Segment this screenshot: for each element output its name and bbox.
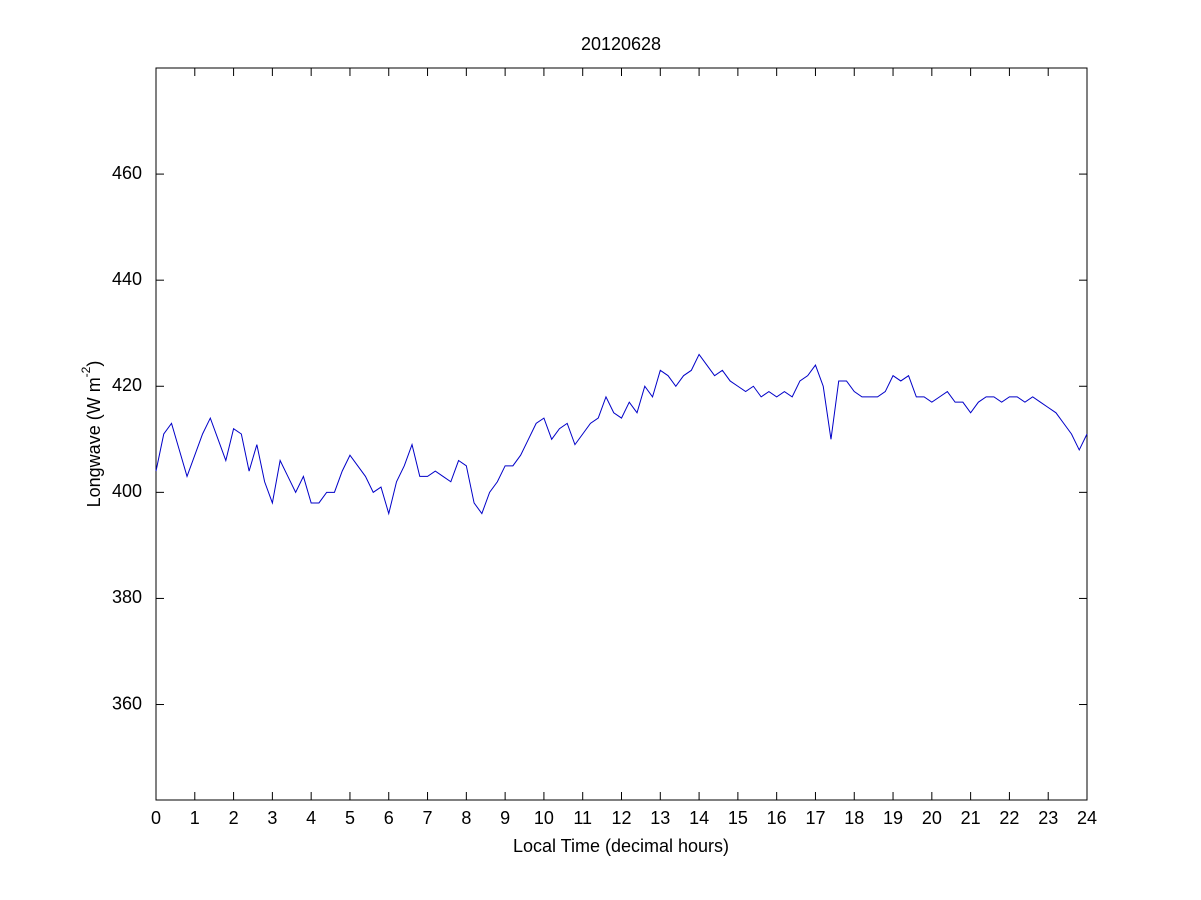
x-tick-label: 13: [650, 808, 670, 828]
x-tick-label: 5: [345, 808, 355, 828]
x-tick-label: 18: [844, 808, 864, 828]
x-tick-label: 11: [573, 808, 592, 828]
chart-title: 20120628: [581, 34, 661, 54]
x-tick-label: 1: [190, 808, 200, 828]
y-tick-label: 460: [112, 163, 142, 183]
x-tick-label: 3: [267, 808, 277, 828]
x-tick-label: 19: [883, 808, 903, 828]
y-tick-label: 440: [112, 269, 142, 289]
x-tick-label: 21: [961, 808, 981, 828]
y-tick-label: 360: [112, 693, 142, 713]
x-tick-label: 16: [767, 808, 787, 828]
x-tick-label: 17: [805, 808, 825, 828]
x-axis-label: Local Time (decimal hours): [513, 836, 729, 856]
x-tick-label: 12: [611, 808, 631, 828]
x-tick-label: 10: [534, 808, 554, 828]
x-tick-label: 22: [999, 808, 1019, 828]
x-tick-label: 24: [1077, 808, 1097, 828]
x-tick-label: 2: [229, 808, 239, 828]
x-tick-label: 6: [384, 808, 394, 828]
y-axis-label: Longwave (W m-2): [79, 361, 104, 508]
x-tick-label: 8: [461, 808, 471, 828]
data-line: [155, 353, 1088, 516]
x-tick-label: 9: [500, 808, 510, 828]
x-tick-label: 23: [1038, 808, 1058, 828]
x-tick-label: 20: [922, 808, 942, 828]
y-label-text: Longwave (W m: [84, 377, 104, 507]
x-tick-label: 15: [728, 808, 748, 828]
y-label-suffix: ): [84, 361, 104, 367]
x-tick-label: 7: [423, 808, 433, 828]
x-tick-label: 4: [306, 808, 316, 828]
y-label-superscript: -2: [79, 366, 93, 377]
y-tick-label: 420: [112, 375, 142, 395]
x-tick-label: 0: [151, 808, 161, 828]
y-tick-label: 380: [112, 587, 142, 607]
y-tick-label: 400: [112, 481, 142, 501]
x-tick-label: 14: [689, 808, 709, 828]
